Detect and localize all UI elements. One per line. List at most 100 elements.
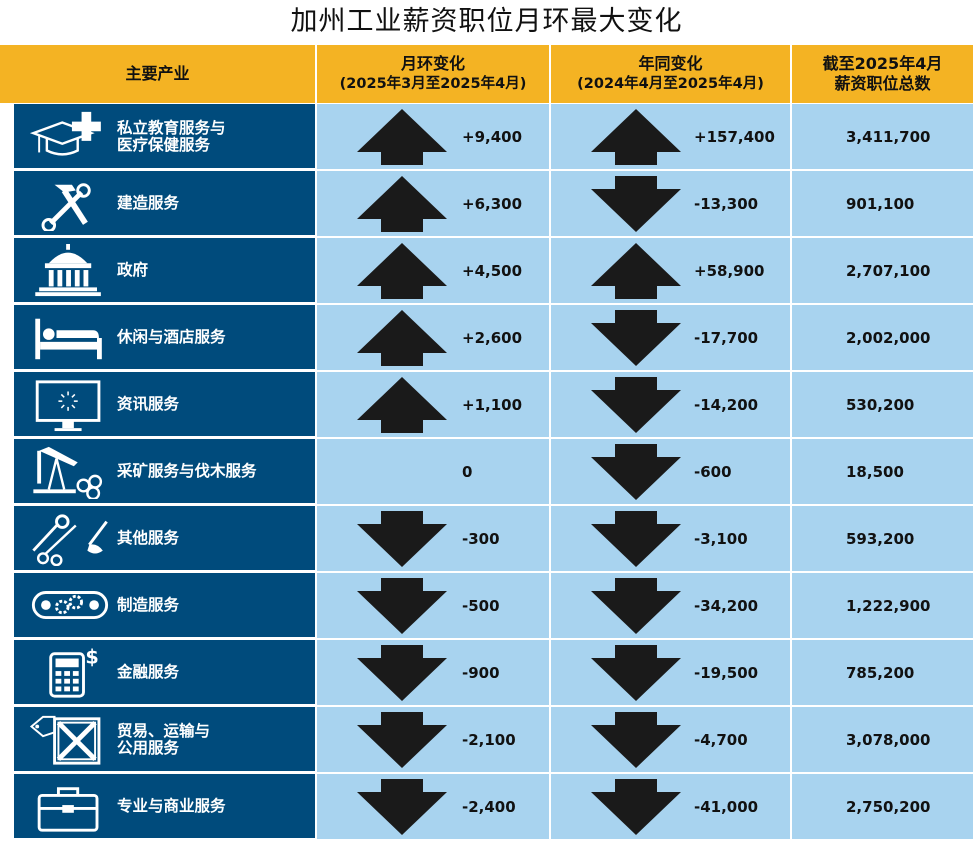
bed-icon (35, 318, 102, 360)
mom-change-value: +2,600 (462, 328, 523, 347)
arrow-down-icon (591, 176, 681, 232)
svg-text:$: $ (85, 646, 98, 668)
yoy-change-value: -4,700 (694, 730, 748, 749)
arrow-up-icon (357, 109, 447, 165)
total-jobs-value: 3,078,000 (846, 730, 931, 749)
table-row: 政府 +4,500 +58,900 2,707,100 (0, 238, 973, 305)
arrow-down-icon (357, 645, 447, 701)
total-jobs-cell: 785,200 (792, 640, 973, 706)
mom-change-value: 0 (462, 462, 473, 481)
header-mom-period: (2025年3月至2025年4月) (339, 76, 527, 92)
header-yoy-label: 年同变化 (638, 54, 703, 73)
arrow-down-icon (591, 310, 681, 366)
total-jobs-cell: 2,707,100 (792, 238, 973, 304)
total-jobs-cell: 1,222,900 (792, 573, 973, 639)
arrow-up-icon (357, 243, 447, 299)
arrow-down-icon (591, 511, 681, 567)
table-row: 专业与商业服务 -2,400 -41,000 2,750,200 (0, 774, 973, 841)
calculator-dollar-icon: $ (49, 646, 99, 698)
industry-name: 贸易、运输与 公用服务 (117, 721, 211, 757)
total-jobs-value: 2,750,200 (846, 797, 931, 816)
mom-change-cell: -2,100 (317, 707, 549, 773)
yoy-change-cell: +157,400 (551, 104, 790, 170)
mom-change-cell: +4,500 (317, 238, 549, 304)
industry-cell: 资讯服务 (14, 372, 315, 437)
total-jobs-cell: 593,200 (792, 506, 973, 572)
arrow-up-icon (357, 377, 447, 433)
header-industry-label: 主要产业 (125, 64, 190, 83)
mom-change-cell: -500 (317, 573, 549, 639)
total-jobs-value: 2,707,100 (846, 261, 931, 280)
mom-change-value: -500 (462, 596, 500, 615)
header-mom-label: 月环变化 (400, 54, 465, 73)
table-row: $ 金融服务 -900 -19,500 785,200 (0, 640, 973, 707)
header-industry: 主要产业 (0, 45, 317, 103)
header-yoy: 年同变化 (2024年4月至2025年4月) (551, 45, 792, 103)
industry-name: 专业与商业服务 (117, 797, 226, 815)
industry-cell: 其他服务 (14, 506, 315, 571)
industry-name: 资讯服务 (117, 395, 180, 413)
industry-cell: 私立教育服务与 医疗保健服务 (14, 104, 315, 169)
arrow-down-icon (591, 377, 681, 433)
graduation-medical-icon (29, 111, 101, 156)
mom-change-value: -300 (462, 529, 500, 548)
mom-change-value: -2,100 (462, 730, 516, 749)
monitor-icon (35, 380, 101, 432)
yoy-change-value: +157,400 (694, 127, 775, 146)
total-jobs-value: 3,411,700 (846, 127, 931, 146)
yoy-change-value: -14,200 (694, 395, 759, 414)
mom-change-cell: -900 (317, 640, 549, 706)
industry-name: 制造服务 (117, 596, 180, 614)
total-jobs-cell: 2,002,000 (792, 305, 973, 371)
total-jobs-value: 1,222,900 (846, 596, 931, 615)
industry-cell: 制造服务 (14, 573, 315, 638)
yoy-change-cell: -41,000 (551, 774, 790, 840)
yoy-change-cell: -13,300 (551, 171, 790, 237)
yoy-change-value: -13,300 (694, 194, 759, 213)
industry-name: 私立教育服务与 医疗保健服务 (117, 118, 226, 154)
header-total-sub: 薪资职位总数 (834, 74, 931, 93)
total-jobs-cell: 18,500 (792, 439, 973, 505)
arrow-down-icon (591, 712, 681, 768)
yoy-change-value: +58,900 (694, 261, 765, 280)
mom-change-value: -2,400 (462, 797, 516, 816)
table-row: 制造服务 -500 -34,200 1,222,900 (0, 573, 973, 640)
arrow-up-icon (591, 109, 681, 165)
arrow-down-icon (591, 645, 681, 701)
table-row: 私立教育服务与 医疗保健服务 +9,400 +157,400 3,411,700 (0, 104, 973, 171)
yoy-change-cell: -34,200 (551, 573, 790, 639)
yoy-change-cell: -17,700 (551, 305, 790, 371)
mom-change-value: +4,500 (462, 261, 523, 280)
yoy-change-cell: -14,200 (551, 372, 790, 438)
industry-cell: 专业与商业服务 (14, 774, 315, 839)
total-jobs-value: 530,200 (846, 395, 915, 414)
yoy-change-cell: -4,700 (551, 707, 790, 773)
mom-change-cell: 0 (317, 439, 549, 505)
table-row: 休闲与酒店服务 +2,600 -17,700 2,002,000 (0, 305, 973, 372)
yoy-change-cell: -19,500 (551, 640, 790, 706)
total-jobs-value: 2,002,000 (846, 328, 931, 347)
total-jobs-value: 785,200 (846, 663, 915, 682)
arrow-down-icon (357, 578, 447, 634)
table-row: 采矿服务与伐木服务 0 -600 18,500 (0, 439, 973, 506)
tools-scissors-icon (32, 514, 108, 566)
yoy-change-value: -600 (694, 462, 732, 481)
total-jobs-cell: 3,078,000 (792, 707, 973, 773)
table-row: 其他服务 -300 -3,100 593,200 (0, 506, 973, 573)
table-row: 建造服务 +6,300 -13,300 901,100 (0, 171, 973, 238)
arrow-down-icon (591, 779, 681, 835)
total-jobs-cell: 901,100 (792, 171, 973, 237)
mom-change-cell: -2,400 (317, 774, 549, 840)
industry-name: 建造服务 (117, 194, 180, 212)
industry-cell: 贸易、运输与 公用服务 (14, 707, 315, 772)
industry-name: 采矿服务与伐木服务 (117, 462, 257, 480)
mom-change-cell: +1,100 (317, 372, 549, 438)
yoy-change-cell: -600 (551, 439, 790, 505)
total-jobs-value: 18,500 (846, 462, 904, 481)
arrow-down-icon (357, 712, 447, 768)
header-yoy-period: (2024年4月至2025年4月) (577, 76, 764, 92)
crate-tag-icon (29, 715, 101, 765)
industry-cell: $ 金融服务 (14, 640, 315, 705)
capitol-building-icon (35, 244, 101, 297)
mom-change-value: -900 (462, 663, 500, 682)
